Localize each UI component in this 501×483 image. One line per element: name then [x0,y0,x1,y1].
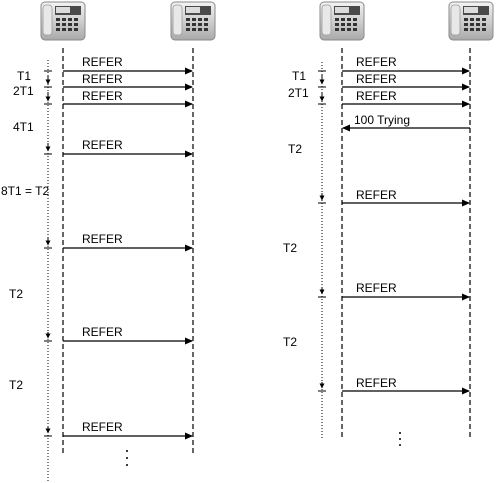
continuation-dot [399,444,401,446]
phone-icon [40,1,86,41]
message-label: REFER [82,72,123,86]
message-label: REFER [356,281,397,295]
phone-icon [448,1,494,41]
continuation-dot [126,450,128,452]
timer-label: T2 [283,335,297,349]
right-interval-marks [318,70,326,392]
right-timer-labels: T1 2T1 T2 T2 T2 [283,69,309,349]
phone-icon [170,1,216,41]
timer-label: 2T1 [288,86,309,100]
timer-label: T2 [288,142,302,156]
message-label: REFER [82,55,123,69]
message-label: REFER [356,55,397,69]
message-label: REFER [82,420,123,434]
message-label: REFER [356,376,397,390]
phone-icon [319,1,365,41]
timer-label: 2T1 [13,84,34,98]
continuation-dot [399,438,401,440]
message-label: REFER [356,72,397,86]
left-timer-labels: T1 2T1 4T1 8T1 = T2 T2 T2 [1,69,49,392]
message-label: 100 Trying [354,113,410,127]
left-messages: REFER REFER REFER REFER REFER REFER REFE… [63,55,193,440]
left-interval-marks [44,70,52,437]
message-label: REFER [356,89,397,103]
message-label: REFER [82,89,123,103]
message-label: REFER [82,138,123,152]
timer-label: 4T1 [13,120,34,134]
continuation-dot [126,464,128,466]
continuation-dot [126,457,128,459]
message-label: REFER [82,232,123,246]
continuation-dots [126,432,401,466]
timer-label: T2 [9,287,23,301]
timer-label: T2 [283,241,297,255]
timer-label: T2 [9,378,23,392]
timer-label: T1 [17,69,31,83]
right-messages: REFER REFER REFER 100 Trying REFER REFER… [342,55,470,395]
timer-label: 8T1 = T2 [1,184,49,198]
continuation-dot [399,432,401,434]
message-label: REFER [356,188,397,202]
message-label: REFER [82,325,123,339]
timer-label: T1 [292,69,306,83]
